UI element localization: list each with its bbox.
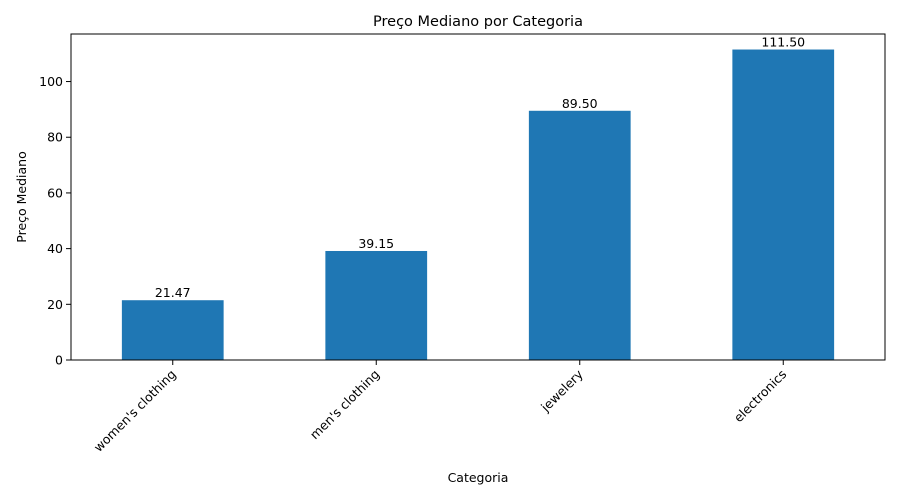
y-axis: 0 20 40 60 80 100 (39, 74, 71, 368)
bar-0 (121, 300, 224, 360)
y-tick-label-0: 0 (55, 353, 63, 368)
bar-3 (732, 49, 835, 361)
bar-2 (528, 110, 631, 360)
bar-1 (325, 250, 428, 360)
bar-value-label-0: 21.47 (155, 285, 191, 300)
y-axis-label: Preço Mediano (14, 151, 29, 242)
bar-value-label-1: 39.15 (358, 236, 394, 251)
y-tick-label-4: 80 (47, 130, 63, 145)
plot-frame (70, 33, 886, 361)
bars-layer (121, 49, 835, 361)
data-labels: 21.47 39.15 89.50 111.50 (155, 35, 805, 301)
x-axis-label: Categoria (448, 470, 509, 485)
bar-value-label-3: 111.50 (761, 35, 805, 50)
y-tick-label-5: 100 (39, 74, 63, 89)
y-tick-label-3: 60 (47, 185, 63, 200)
y-tick-label-1: 20 (47, 297, 63, 312)
bar-value-label-2: 89.50 (562, 96, 598, 111)
chart-title: Preço Mediano por Categoria (373, 14, 583, 30)
y-tick-label-2: 40 (47, 241, 63, 256)
